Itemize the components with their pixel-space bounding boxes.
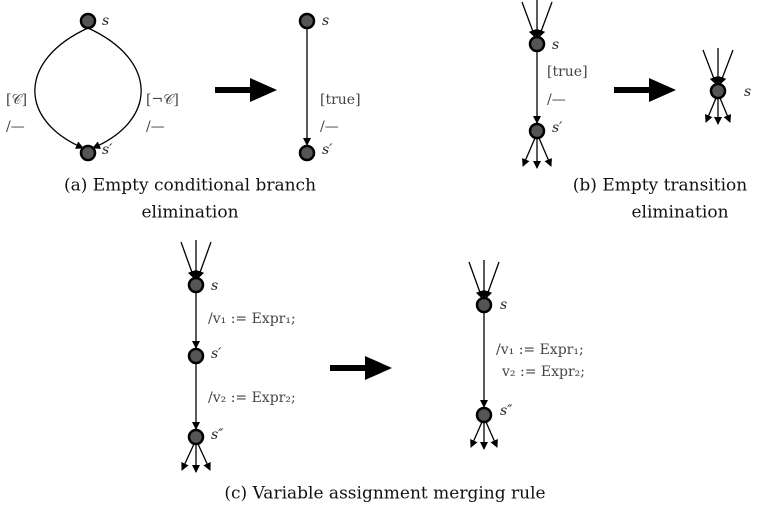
node — [528, 122, 546, 140]
edge — [521, 1, 537, 38]
node — [187, 428, 205, 446]
edge — [470, 421, 483, 448]
edge-label: [¬𝒞] — [146, 92, 179, 108]
node — [709, 82, 727, 100]
edge — [702, 49, 718, 85]
edge — [718, 49, 734, 85]
edge — [196, 241, 212, 279]
node-label: s — [500, 297, 507, 313]
node-label: s″ — [500, 403, 513, 419]
node-label: s′ — [322, 142, 333, 158]
node — [187, 347, 205, 365]
edge-label: /v₁ := Expr₁; — [208, 311, 296, 327]
edge — [705, 97, 717, 123]
edge-label: v₂ := Expr₂; — [501, 364, 585, 380]
edge-label: /— — [146, 119, 165, 135]
caption: (c) Variable assignment merging rule — [224, 484, 545, 504]
node-label: s′ — [102, 142, 113, 158]
edge-label: [true] — [547, 64, 588, 80]
node-label: s — [102, 13, 109, 29]
caption: elimination — [631, 203, 728, 223]
node — [528, 35, 546, 53]
node — [298, 12, 316, 30]
edge-label: [𝒞] — [6, 92, 27, 108]
edge-label: /— — [547, 92, 566, 108]
node-label: s — [552, 37, 559, 53]
edge — [181, 443, 195, 471]
edge — [522, 137, 536, 167]
node-label: s — [744, 84, 751, 100]
edge — [719, 97, 731, 123]
caption: elimination — [141, 203, 238, 223]
edge — [485, 421, 498, 448]
transform-arrow-head — [250, 78, 277, 102]
edge — [484, 261, 500, 299]
caption: (b) Empty transition — [573, 176, 748, 196]
transform-arrow-head — [365, 356, 392, 380]
node-label: s′ — [552, 120, 563, 136]
caption: (a) Empty conditional branch — [64, 176, 316, 196]
edge — [197, 443, 211, 471]
edge-label: /— — [320, 119, 339, 135]
node-label: s′ — [211, 346, 222, 362]
edge — [87, 27, 142, 149]
node — [475, 296, 493, 314]
edge — [537, 1, 553, 38]
node — [79, 12, 97, 30]
node-label: s″ — [211, 427, 224, 443]
edge-label: /— — [6, 119, 25, 135]
edge-label: /v₂ := Expr₂; — [208, 390, 296, 406]
edge-label: [true] — [320, 92, 361, 108]
node-label: s — [322, 13, 329, 29]
node-label: s — [211, 278, 218, 294]
edge-label: /v₁ := Expr₁; — [496, 342, 584, 358]
edge — [180, 241, 196, 279]
transform-arrow-head — [649, 78, 676, 102]
edge — [538, 137, 552, 167]
node — [475, 406, 493, 424]
edge — [468, 261, 484, 299]
edge — [34, 27, 89, 149]
node — [298, 144, 316, 162]
node — [187, 276, 205, 294]
node — [79, 144, 97, 162]
